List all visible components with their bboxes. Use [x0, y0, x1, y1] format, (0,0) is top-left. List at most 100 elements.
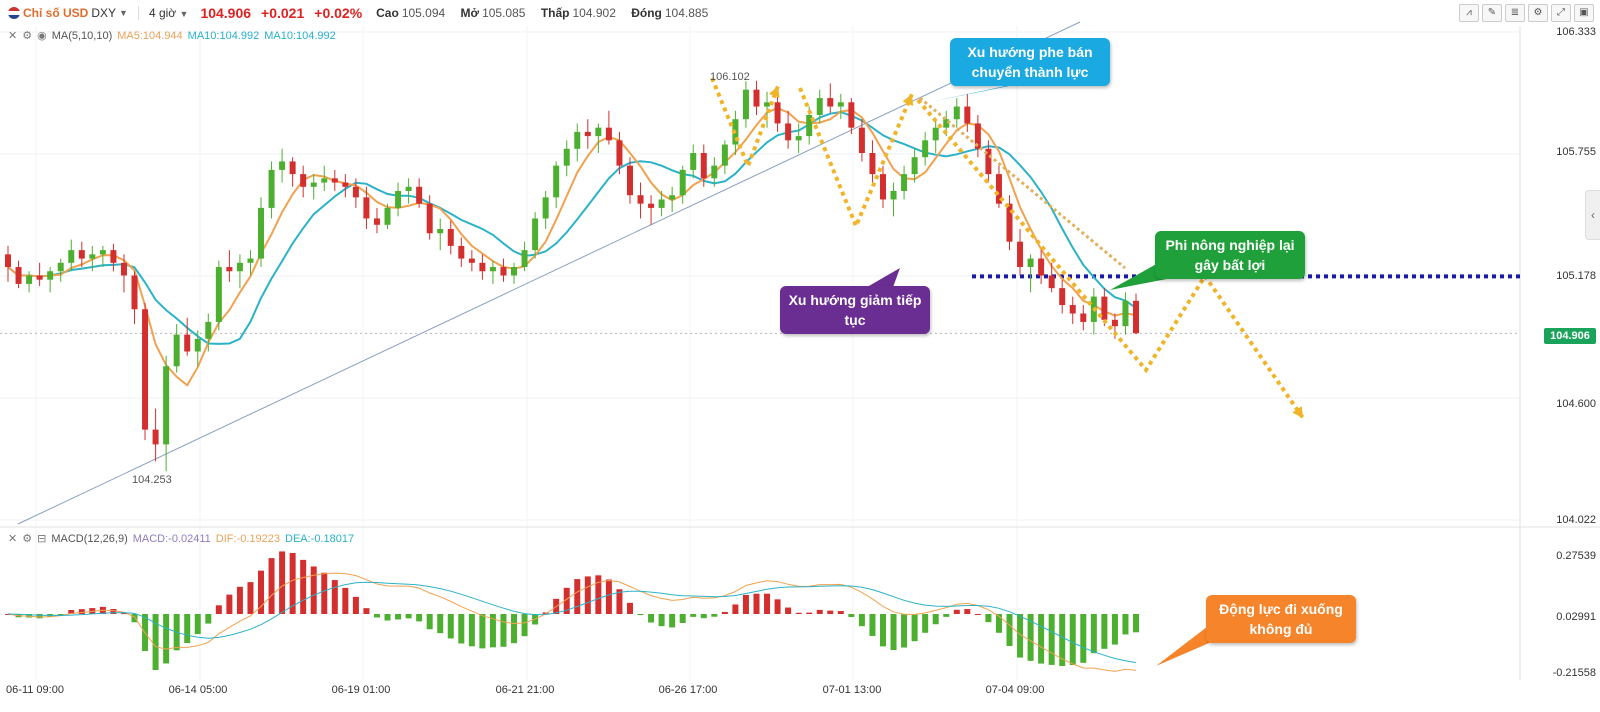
macd-bar [563, 587, 570, 614]
candle-body [563, 148, 570, 166]
collapse-icon[interactable]: ⊟ [37, 533, 47, 545]
chart-type-icon[interactable]: ⩘ [1459, 4, 1479, 22]
macd-label: MACD(12,26,9) [51, 532, 128, 545]
timeframe-selector[interactable]: 4 giờ ▼ [149, 6, 188, 20]
candle-body [352, 186, 359, 198]
settings-icon[interactable]: ⚙ [22, 30, 33, 42]
chevron-down-icon: ▼ [119, 8, 128, 18]
candle-body [721, 144, 728, 166]
macd-bar [1017, 613, 1024, 658]
candle-body [131, 275, 138, 310]
chevron-down-icon: ▼ [179, 9, 189, 19]
candle-body [711, 165, 718, 179]
candle-body [426, 203, 433, 234]
macd-bar [974, 613, 981, 615]
candle-body [110, 250, 117, 263]
macd-bar [721, 611, 728, 614]
candle-body [68, 250, 75, 263]
chart-header: Chỉ số USD DXY ▼ 4 giờ ▼ 104.906 +0.021 … [0, 0, 1600, 26]
eye-icon[interactable]: ◉ [37, 30, 47, 42]
expand-icon[interactable]: ⤢ [1551, 4, 1571, 22]
callout-pointer [1156, 620, 1216, 666]
macd-bar [700, 613, 707, 619]
candle-body [700, 152, 707, 179]
macd-tick: -0.21558 [1552, 667, 1596, 679]
macd-bar [690, 613, 697, 617]
macd-bar [247, 582, 254, 614]
candle-body [331, 178, 338, 183]
candle-body [384, 207, 391, 225]
macd-bar [574, 579, 581, 614]
candle-body [184, 334, 191, 352]
ticker: DXY [91, 6, 117, 20]
macd-bar [1059, 613, 1066, 666]
macd-bar [1122, 613, 1129, 635]
candle-body [658, 199, 665, 208]
macd-bar [648, 613, 655, 623]
timeframe-label: 4 giờ [148, 6, 177, 20]
macd-tick: 0.02991 [1556, 611, 1596, 623]
macd-bar [943, 613, 950, 617]
candle-body [1111, 319, 1118, 327]
settings-icon[interactable]: ⚙ [22, 533, 33, 545]
candle-body [342, 182, 349, 187]
candle-body [289, 161, 296, 175]
draw-pen-icon[interactable]: ✎ [1482, 4, 1502, 22]
candle-body [258, 207, 265, 259]
high-annotation: 106.102 [710, 71, 750, 83]
candle-body [901, 174, 908, 192]
settings-icon[interactable]: ⚙ [1528, 4, 1548, 22]
macd-bar [753, 593, 760, 614]
candle-body [542, 197, 549, 219]
macd-bar [901, 613, 908, 648]
zigzag-arrow-2-head [902, 94, 914, 106]
forecast-arrow [916, 98, 1305, 420]
macd-bar [858, 613, 865, 627]
macd-bar [848, 613, 855, 618]
candle-body [616, 140, 623, 166]
ohlc-readout: Cao 105.094 Mở 105.085 Thấp 104.902 Đóng 104… [376, 6, 720, 20]
candle-body [458, 245, 465, 259]
candle-body [99, 250, 106, 255]
trend-guide-line [919, 96, 1126, 270]
candle-body [848, 102, 855, 128]
candle-body [416, 186, 423, 204]
close-icon[interactable]: ✕ [8, 533, 18, 545]
candle-body [785, 123, 792, 141]
collapse-panel-handle[interactable]: ‹ [1585, 190, 1600, 240]
chart-toolbar: ⩘ ✎ ≣ ⚙ ⤢ ▣ [1459, 4, 1594, 22]
macd-bar [405, 613, 412, 619]
candle-body [447, 229, 454, 246]
ma10-line [7, 110, 1137, 345]
candle-body [279, 161, 286, 170]
screenshot-icon[interactable]: ▣ [1574, 4, 1594, 22]
candle-body [226, 267, 233, 272]
macd-bar [785, 607, 792, 614]
low-value: 104.902 [572, 6, 616, 20]
ma10-value-2: MA10:104.992 [264, 29, 336, 42]
candle-body [268, 169, 275, 208]
low-annotation: 104.253 [132, 474, 172, 486]
macd-bar [711, 613, 718, 617]
macd-bar [152, 613, 159, 670]
us-flag-icon [8, 7, 20, 19]
macd-bar [321, 572, 328, 614]
candle-body [974, 123, 981, 149]
high-value: 105.094 [401, 6, 446, 20]
macd-bar [595, 575, 602, 614]
candle-body [236, 262, 243, 272]
candle-body [753, 89, 760, 107]
ma-legend: ✕ ⚙ ◉ MA(5,10,10) MA5:104.944 MA10:104.9… [8, 29, 336, 43]
macd-bar [110, 608, 117, 614]
divider [137, 6, 139, 20]
candle-body [363, 197, 370, 219]
symbol-selector[interactable]: Chỉ số USD DXY ▼ [8, 6, 128, 20]
ma5-line [7, 107, 1137, 387]
candle-body [837, 102, 844, 107]
close-icon[interactable]: ✕ [8, 30, 18, 42]
macd-bar [500, 613, 507, 647]
zigzag-arrow-2 [798, 87, 914, 232]
macd-bar [827, 610, 834, 614]
indicator-icon[interactable]: ≣ [1505, 4, 1525, 22]
